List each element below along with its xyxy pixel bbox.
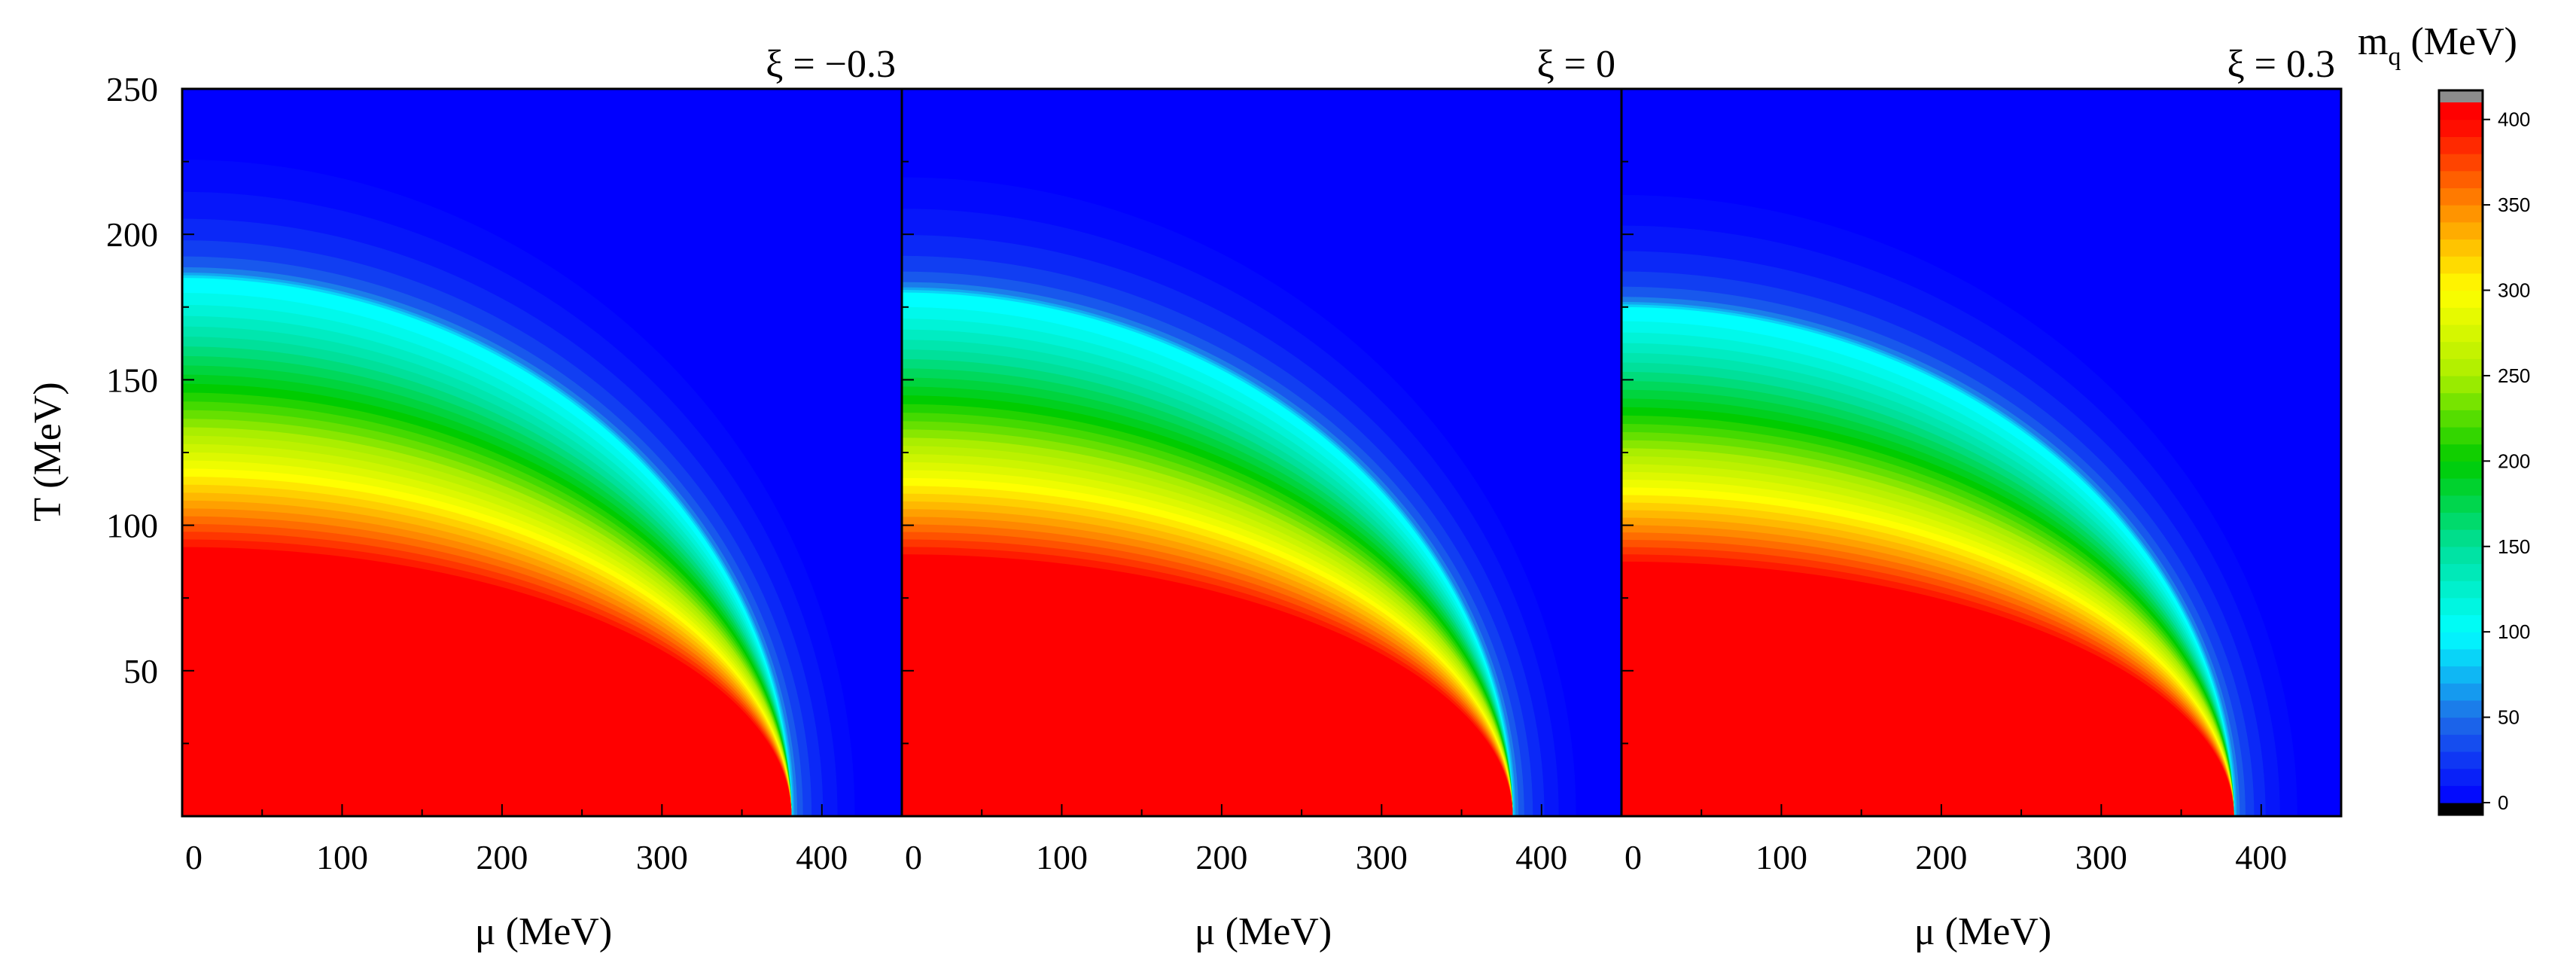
colorbar-tick-label: 300: [2498, 279, 2530, 302]
colorbar-tick-label: 400: [2498, 108, 2530, 131]
colorbar-swatch-60: [2439, 683, 2483, 701]
contour-fills: [182, 159, 855, 816]
colorbar-swatch-10: [2439, 768, 2483, 786]
y-axis-title: T (MeV): [26, 382, 69, 521]
colorbar-swatch-120: [2439, 581, 2483, 599]
y-tick-label: 200: [106, 215, 158, 254]
colorbar-swatch-210: [2439, 426, 2483, 445]
contour-fills: [902, 177, 1576, 816]
contour-band-400: [1621, 561, 2234, 816]
colorbar-swatch-200: [2439, 443, 2483, 462]
x-tick-label: 0: [185, 838, 202, 876]
colorbar-swatch-140: [2439, 546, 2483, 565]
contour-fills: [1621, 195, 2297, 816]
colorbar-tick-label: 150: [2498, 535, 2530, 558]
x-axis-title: μ (MeV): [475, 910, 612, 953]
colorbar-swatch-300: [2439, 273, 2483, 291]
panel-3: 0 100 200 300 400 ξ = 0.3 μ (MeV): [1620, 43, 2343, 953]
colorbar-swatch-320: [2439, 239, 2483, 257]
colorbar: mq (MeV) 0 50 100 150 200 250 300 350 400: [2358, 20, 2530, 816]
colorbar-swatch-40: [2439, 717, 2483, 735]
colorbar-swatch-250: [2439, 358, 2483, 376]
colorbar-swatch-90: [2439, 632, 2483, 650]
x-tick-label: 0: [1624, 838, 1642, 876]
x-axis-title: μ (MeV): [1195, 910, 1332, 953]
x-axis-title: μ (MeV): [1914, 910, 2051, 953]
colorbar-swatch-280: [2439, 307, 2483, 325]
colorbar-swatches: [2439, 90, 2483, 815]
contour-band-400: [182, 547, 792, 816]
colorbar-swatch-220: [2439, 410, 2483, 428]
colorbar-swatch-20: [2439, 751, 2483, 770]
colorbar-swatch-160: [2439, 512, 2483, 530]
colorbar-swatch-340: [2439, 205, 2483, 223]
y-tick-label: 250: [106, 70, 158, 108]
colorbar-title: mq (MeV): [2358, 20, 2517, 71]
colorbar-swatch-240: [2439, 375, 2483, 394]
colorbar-swatch-180: [2439, 478, 2483, 496]
colorbar-swatch-260: [2439, 341, 2483, 359]
colorbar-title-symbol: m: [2358, 20, 2388, 63]
x-tick-label: 100: [1755, 838, 1807, 876]
colorbar-swatch-310: [2439, 256, 2483, 274]
colorbar-swatch-290: [2439, 290, 2483, 308]
x-tick-label: 400: [1515, 838, 1567, 876]
colorbar-swatch-370: [2439, 154, 2483, 172]
colorbar-tick-label: 100: [2498, 620, 2530, 643]
colorbar-under-swatch: [2439, 803, 2483, 815]
colorbar-tick-label: 250: [2498, 364, 2530, 387]
colorbar-title-unit: (MeV): [2401, 20, 2517, 63]
colorbar-title-subscript: q: [2388, 43, 2401, 71]
y-axis: T (MeV) 50 100 150 200 250: [26, 70, 158, 690]
x-tick-label: 400: [2235, 838, 2287, 876]
colorbar-swatch-100: [2439, 614, 2483, 632]
colorbar-swatch-390: [2439, 119, 2483, 137]
colorbar-swatch-380: [2439, 136, 2483, 154]
colorbar-swatch-0: [2439, 785, 2483, 803]
colorbar-swatch-150: [2439, 529, 2483, 547]
x-tick-label: 100: [1036, 838, 1088, 876]
colorbar-swatch-400: [2439, 102, 2483, 120]
x-tick-label: 200: [1915, 838, 1967, 876]
colorbar-swatch-190: [2439, 461, 2483, 479]
colorbar-swatch-270: [2439, 324, 2483, 343]
colorbar-swatch-230: [2439, 392, 2483, 410]
colorbar-tick-label: 350: [2498, 194, 2530, 216]
colorbar-swatch-70: [2439, 666, 2483, 684]
x-tick-label: 100: [316, 838, 368, 876]
panels-layer: 0 100 200 300 400 ξ = −0.3 μ (MeV) 0 100 200 300 40…: [181, 43, 2343, 953]
x-tick-label: 300: [1356, 838, 1408, 876]
panel-title: ξ = 0.3: [2227, 43, 2335, 86]
colorbar-swatch-130: [2439, 563, 2483, 581]
colorbar-swatch-360: [2439, 170, 2483, 189]
colorbar-tick-label: 200: [2498, 450, 2530, 472]
panel-1: 0 100 200 300 400 ξ = −0.3 μ (MeV): [181, 43, 903, 953]
panel-title: ξ = 0: [1536, 43, 1615, 86]
colorbar-swatch-50: [2439, 699, 2483, 718]
y-tick-label: 100: [106, 507, 158, 545]
x-tick-label: 0: [905, 838, 922, 876]
y-tick-label: 50: [123, 652, 158, 690]
panel-2: 0 100 200 300 400 ξ = 0 μ (MeV): [900, 43, 1623, 953]
colorbar-frame: [2437, 89, 2484, 816]
colorbar-over-swatch: [2439, 90, 2483, 102]
colorbar-swatch-330: [2439, 221, 2483, 240]
colorbar-tick-label: 50: [2498, 706, 2520, 729]
panel-title: ξ = −0.3: [766, 43, 896, 86]
y-tick-label: 150: [106, 361, 158, 399]
x-tick-label: 300: [2075, 838, 2127, 876]
colorbar-swatch-80: [2439, 648, 2483, 667]
colorbar-swatch-30: [2439, 734, 2483, 752]
contour-band-400: [902, 554, 1513, 816]
x-tick-label: 200: [1195, 838, 1247, 876]
colorbar-swatch-170: [2439, 495, 2483, 513]
x-tick-label: 400: [796, 838, 848, 876]
colorbar-swatch-350: [2439, 187, 2483, 206]
x-tick-label: 300: [636, 838, 688, 876]
colorbar-tick-label: 0: [2498, 791, 2508, 814]
colorbar-swatch-110: [2439, 597, 2483, 616]
x-tick-label: 200: [476, 838, 528, 876]
